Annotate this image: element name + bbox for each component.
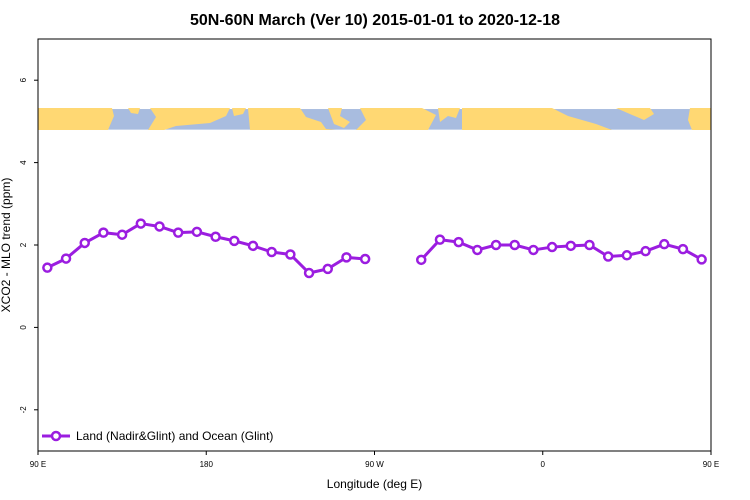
data-point: [696, 254, 707, 265]
data-point: [322, 263, 334, 275]
data-point: [98, 227, 109, 238]
data-point: [472, 244, 483, 256]
x-tick-label: 0: [541, 460, 546, 469]
y-axis: -2 0 2 4 6: [19, 77, 38, 413]
data-point: [79, 237, 90, 249]
data-point: [546, 241, 558, 253]
data-point: [116, 229, 128, 240]
legend-marker: [50, 430, 62, 442]
legend: Land (Nadir&Glint) and Ocean (Glint): [42, 429, 273, 443]
data-point: [247, 240, 259, 252]
data-point: [677, 243, 689, 255]
data-point: [210, 231, 221, 243]
y-tick-label: 0: [19, 325, 28, 330]
data-point: [621, 250, 633, 261]
series-layer: [42, 218, 707, 279]
series-line: [46, 222, 366, 275]
data-point: [509, 239, 520, 251]
series-line: [420, 238, 703, 261]
data-point: [135, 218, 147, 229]
y-tick-label: 4: [19, 160, 28, 165]
data-point: [584, 239, 595, 251]
y-tick-label: 2: [19, 242, 28, 247]
data-point: [602, 251, 614, 262]
data-point: [229, 235, 240, 247]
x-tick-label: 90 E: [30, 460, 46, 469]
data-point: [154, 221, 165, 232]
data-point: [415, 254, 427, 266]
data-point: [60, 253, 72, 264]
data-point: [528, 244, 539, 256]
x-tick-label: 180: [200, 460, 214, 469]
plot-area: [37, 38, 712, 452]
y-tick-label: -2: [19, 406, 28, 414]
data-point: [303, 267, 315, 279]
x-tick-label: 90 E: [703, 460, 719, 469]
data-point: [659, 238, 670, 250]
legend-label: Land (Nadir&Glint) and Ocean (Glint): [76, 429, 273, 443]
data-point: [285, 249, 296, 260]
data-point: [359, 253, 371, 265]
map-strip: [38, 108, 711, 130]
data-point: [490, 239, 502, 251]
data-point: [42, 262, 53, 273]
map-strip-land: [38, 108, 711, 130]
chart-title: 50N-60N March (Ver 10) 2015-01-01 to 202…: [190, 12, 560, 29]
y-axis-label: XCO2 - MLO trend (ppm): [0, 178, 13, 313]
data-point: [640, 245, 651, 257]
data-point: [453, 236, 464, 248]
x-axis: 90 E 180 90 W 0 90 E: [30, 451, 719, 469]
data-point: [565, 240, 577, 252]
x-axis-label: Longitude (deg E): [327, 477, 422, 491]
y-tick-label: 6: [19, 77, 28, 82]
x-tick-label: 90 W: [365, 460, 384, 469]
data-point: [266, 246, 277, 258]
data-point: [434, 234, 446, 245]
data-point: [172, 227, 184, 238]
data-point: [191, 226, 203, 238]
data-point: [341, 252, 352, 263]
